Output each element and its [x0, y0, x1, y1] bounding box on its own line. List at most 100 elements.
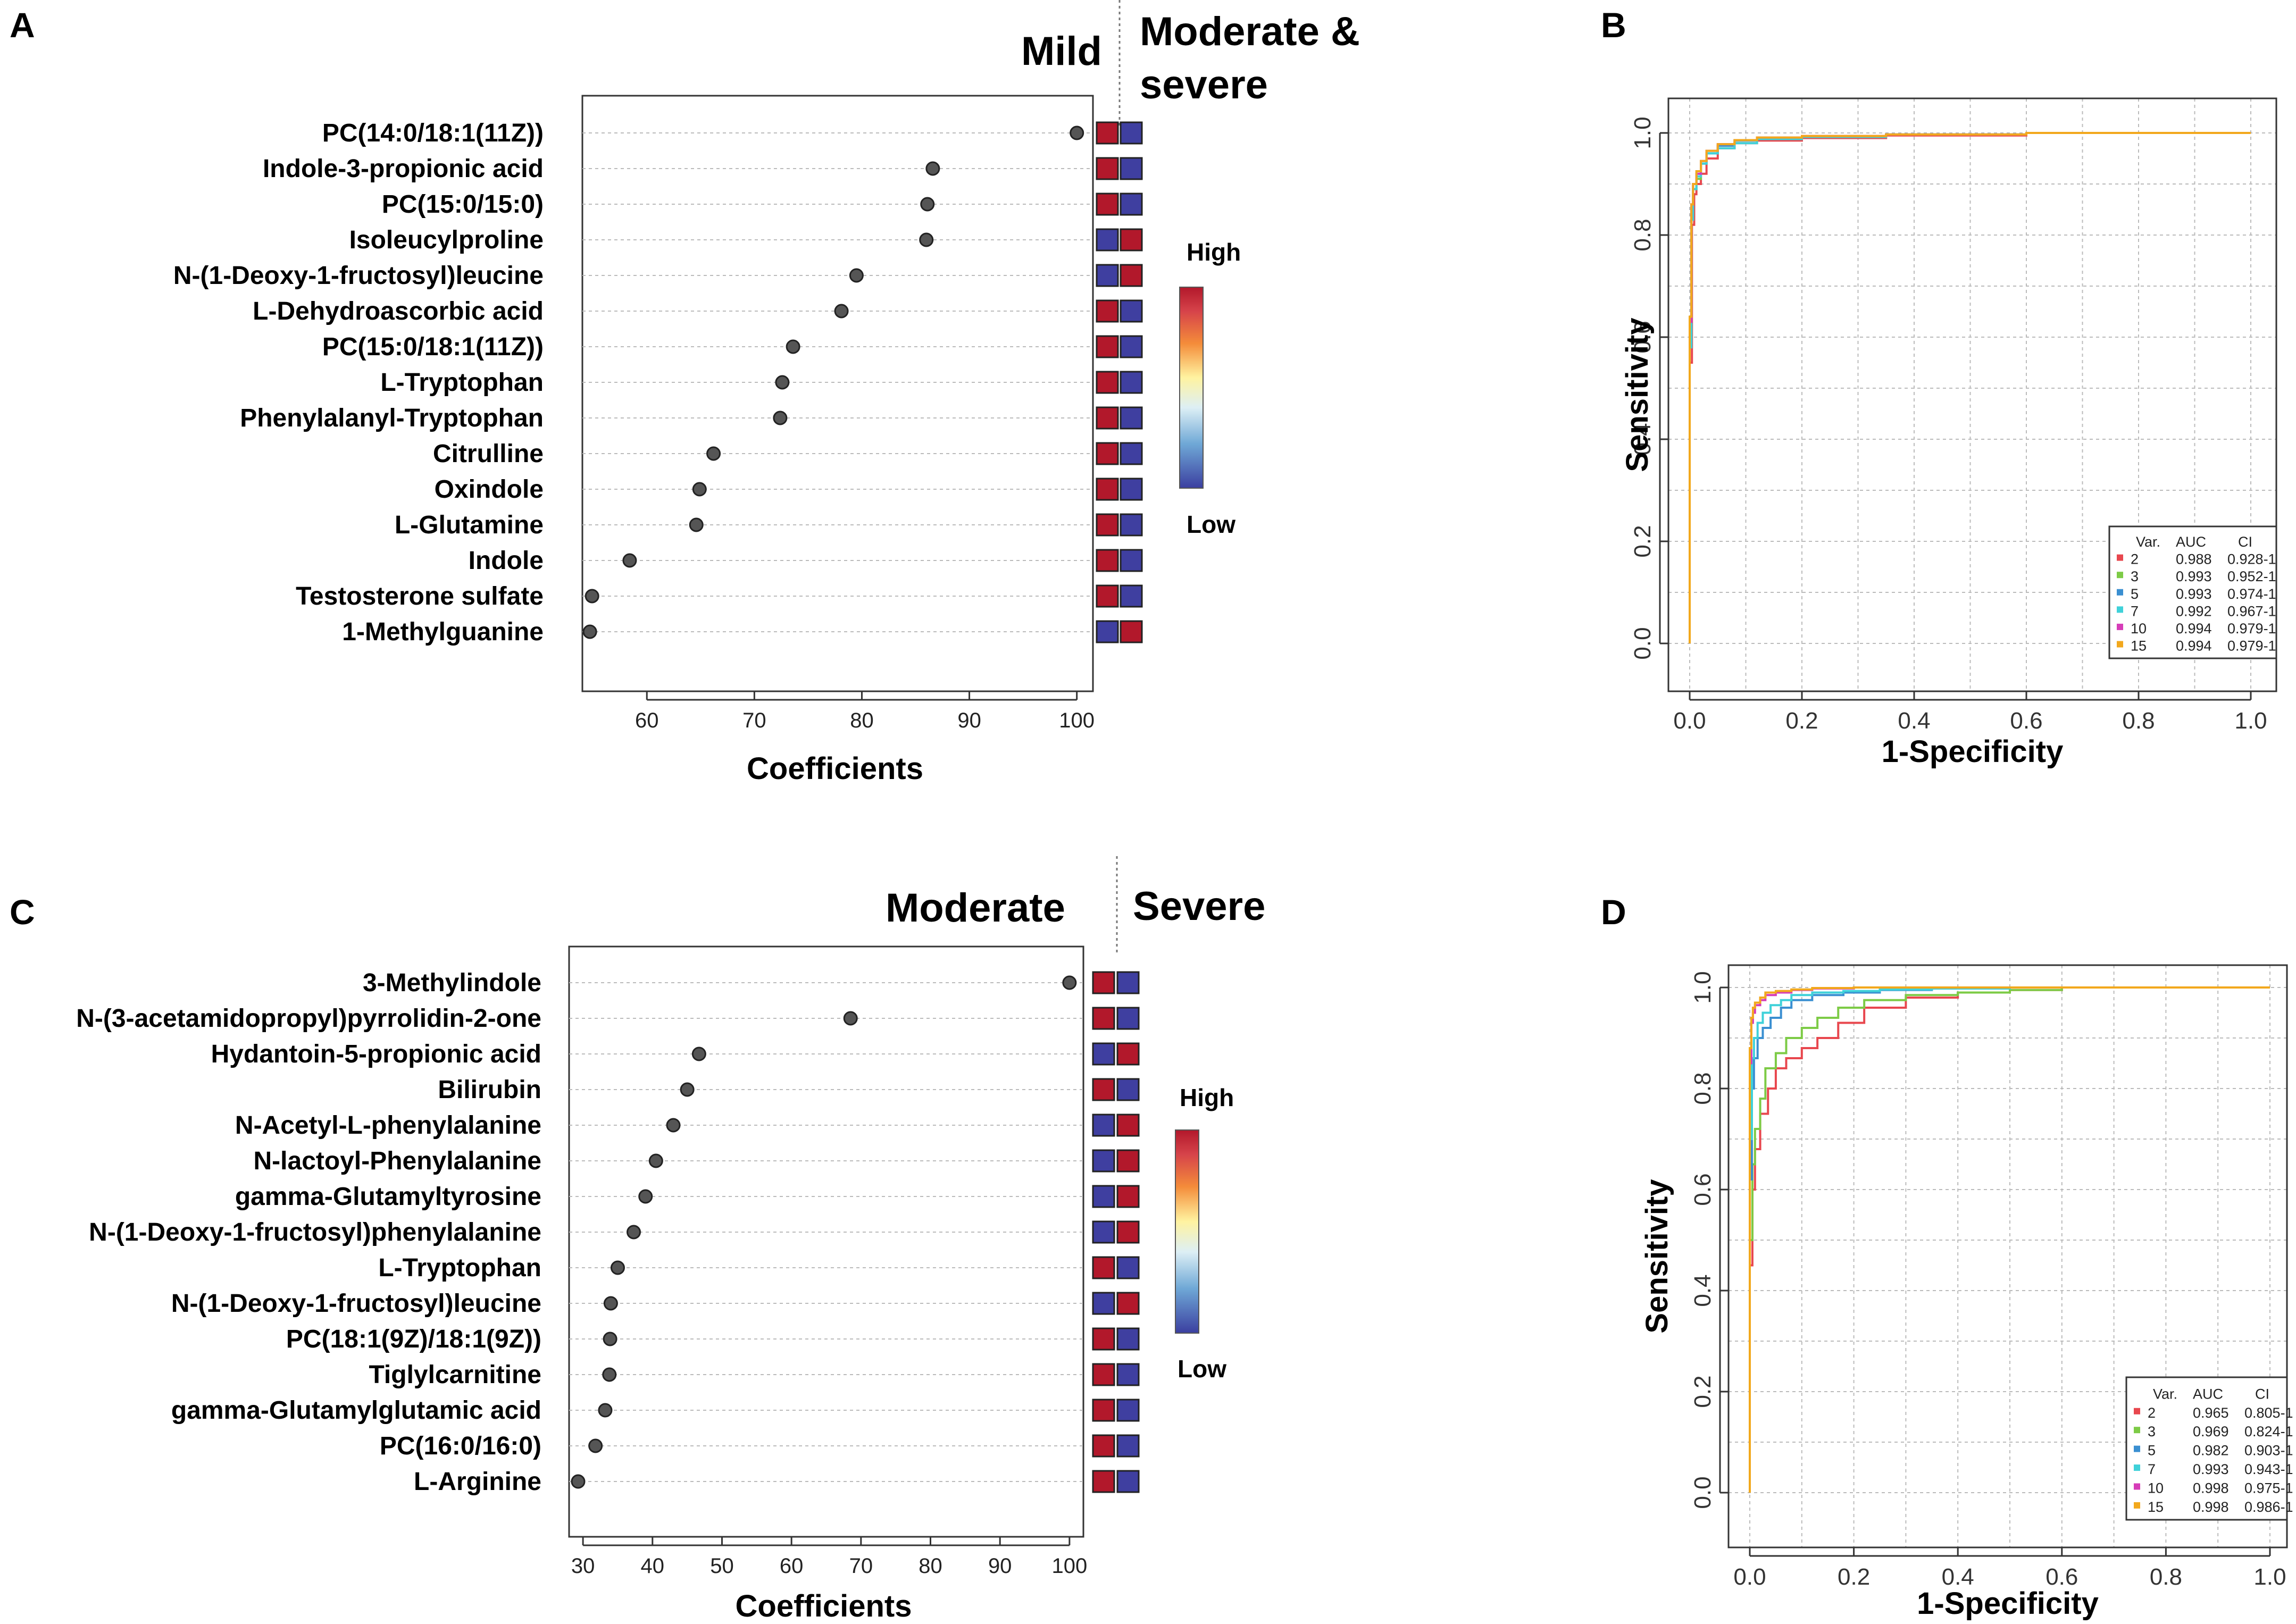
metabolite-label: gamma-Glutamyltyrosine [235, 1183, 541, 1211]
y-tick-label: 0.8 [1630, 219, 1656, 251]
heat-cell-low [1092, 1042, 1115, 1066]
group-label-moderate: Moderate [886, 885, 1065, 931]
legend-var: 2 [2148, 1405, 2156, 1421]
heat-cell-low [1120, 513, 1143, 537]
heat-cell-high [1120, 264, 1143, 287]
metabolite-label: 3-Methylindole [363, 969, 541, 997]
heat-cell-low [1116, 1434, 1140, 1458]
metabolite-label: N-Acetyl-L-phenylalanine [235, 1111, 541, 1140]
heat-cell-low [1120, 549, 1143, 572]
metabolite-label: N-(1-Deoxy-1-fructosyl)leucine [171, 1290, 541, 1318]
legend-auc: 0.994 [2176, 621, 2212, 637]
legend-var: 5 [2148, 1443, 2156, 1459]
y-tick-label: 0.2 [1690, 1375, 1716, 1408]
y-axis-title: Sensitivity [1640, 1179, 1674, 1333]
data-point [602, 1367, 617, 1382]
legend-header: Var. [2153, 1386, 2177, 1402]
heat-cell-low [1120, 406, 1143, 430]
legend-var: 10 [2131, 621, 2147, 637]
heat-cell-low [1120, 157, 1143, 180]
heat-cell-low [1120, 121, 1143, 145]
heat-cell-high [1092, 1470, 1115, 1493]
legend-var: 15 [2148, 1499, 2164, 1515]
heat-cell-high [1096, 335, 1119, 358]
metabolite-label: N-lactoyl-Phenylalanine [254, 1147, 541, 1175]
metabolite-label: gamma-Glutamylglutamic acid [171, 1396, 541, 1425]
heat-cell-low [1092, 1114, 1115, 1137]
panel-b: B 0.0 0.2 0.4 0.6 0.8 1.0 0.0 0.2 0.4 0.6 0.8 1.0 1-… [1601, 5, 2277, 769]
group-label-moderate-severe-line2: severe [1140, 62, 1268, 107]
heat-cell-high [1092, 1399, 1115, 1422]
metabolite-label: PC(15:0/18:1(11Z)) [322, 333, 544, 361]
metabolite-label: L-Tryptophan [378, 1254, 541, 1282]
metabolite-label: N-(3-acetamidopropyl)pyrrolidin-2-one [76, 1004, 541, 1033]
heat-cell-low [1120, 584, 1143, 608]
x-tick-label: 0.4 [1898, 708, 1930, 734]
metabolite-label: PC(14:0/18:1(11Z)) [322, 119, 544, 147]
legend-swatch [2117, 589, 2123, 596]
legend-ci: 0.903-1 [2244, 1443, 2293, 1459]
heat-cell-high [1092, 971, 1115, 994]
x-tick-label: 80 [919, 1554, 942, 1578]
x-tick-label: 90 [988, 1554, 1012, 1578]
legend-ci: 0.979-1 [2227, 638, 2276, 654]
data-point [775, 375, 790, 390]
heat-cell-low [1116, 1363, 1140, 1386]
colorbar-high-label: High [1180, 1084, 1234, 1111]
x-tick-label: 50 [710, 1554, 734, 1578]
metabolite-label: N-(1-Deoxy-1-fructosyl)phenylalanine [89, 1218, 541, 1246]
heat-cell-low [1120, 299, 1143, 323]
metabolite-label: PC(15:0/15:0) [382, 190, 544, 219]
metabolite-label: PC(18:1(9Z)/18:1(9Z)) [286, 1325, 541, 1353]
heat-cell-low [1116, 1007, 1140, 1030]
legend-var: 7 [2131, 603, 2139, 619]
legend-auc: 0.988 [2176, 551, 2212, 567]
y-tick-label: 0.6 [1690, 1173, 1716, 1206]
legend-auc: 0.993 [2193, 1461, 2229, 1477]
colorbar [1179, 287, 1204, 489]
metabolite-label: L-Tryptophan [380, 369, 544, 397]
data-point [585, 589, 599, 604]
metabolite-label: 1-Methylguanine [342, 618, 544, 646]
legend-box [2108, 525, 2277, 659]
panel-c: C Moderate Severe High Low 3-Methylindol… [10, 856, 1265, 1623]
data-point [638, 1189, 653, 1204]
y-tick-label: 0.0 [1630, 627, 1656, 659]
legend-var: 15 [2131, 638, 2147, 654]
legend-ci: 0.952-1 [2227, 568, 2276, 584]
y-axis-title: Sensitivity [1620, 317, 1655, 472]
y-tick-label: 0.6 [1630, 321, 1656, 353]
data-point [598, 1403, 613, 1418]
y-tick-label: 0.4 [1690, 1274, 1716, 1307]
data-point [691, 1047, 706, 1061]
x-tick-label: 0.8 [2122, 708, 2155, 734]
heat-cell-low [1092, 1149, 1115, 1173]
legend-swatch [2134, 1464, 2140, 1471]
legend-swatch [2117, 623, 2123, 630]
heat-cell-high [1092, 1256, 1115, 1279]
legend-swatch [2134, 1427, 2140, 1434]
group-label-moderate-severe-line1: Moderate & [1140, 9, 1360, 54]
legend-ci: 0.928-1 [2227, 551, 2276, 567]
metabolite-label: Indole-3-propionic acid [263, 155, 544, 183]
legend-ci: 0.979-1 [2227, 621, 2276, 637]
heat-cell-low [1096, 620, 1119, 643]
panel-letter-b: B [1601, 5, 1626, 45]
data-point [773, 411, 788, 425]
colorbar-low-label: Low [1178, 1355, 1226, 1383]
heat-cell-high [1096, 406, 1119, 430]
heat-cell-low [1116, 971, 1140, 994]
legend-swatch [2117, 641, 2123, 648]
legend-header: CI [2255, 1386, 2269, 1402]
heat-cell-low [1096, 228, 1119, 252]
heat-cell-low [1116, 1470, 1140, 1493]
legend-swatch [2117, 554, 2123, 561]
metabolite-label: L-Dehydroascorbic acid [253, 297, 544, 325]
heat-cell-high [1116, 1042, 1140, 1066]
legend-ci: 0.943-1 [2244, 1461, 2293, 1477]
legend-auc: 0.965 [2193, 1405, 2229, 1421]
roc-curve-var-15 [1689, 132, 2251, 643]
colorbar [1175, 1129, 1199, 1334]
data-point [689, 517, 704, 532]
